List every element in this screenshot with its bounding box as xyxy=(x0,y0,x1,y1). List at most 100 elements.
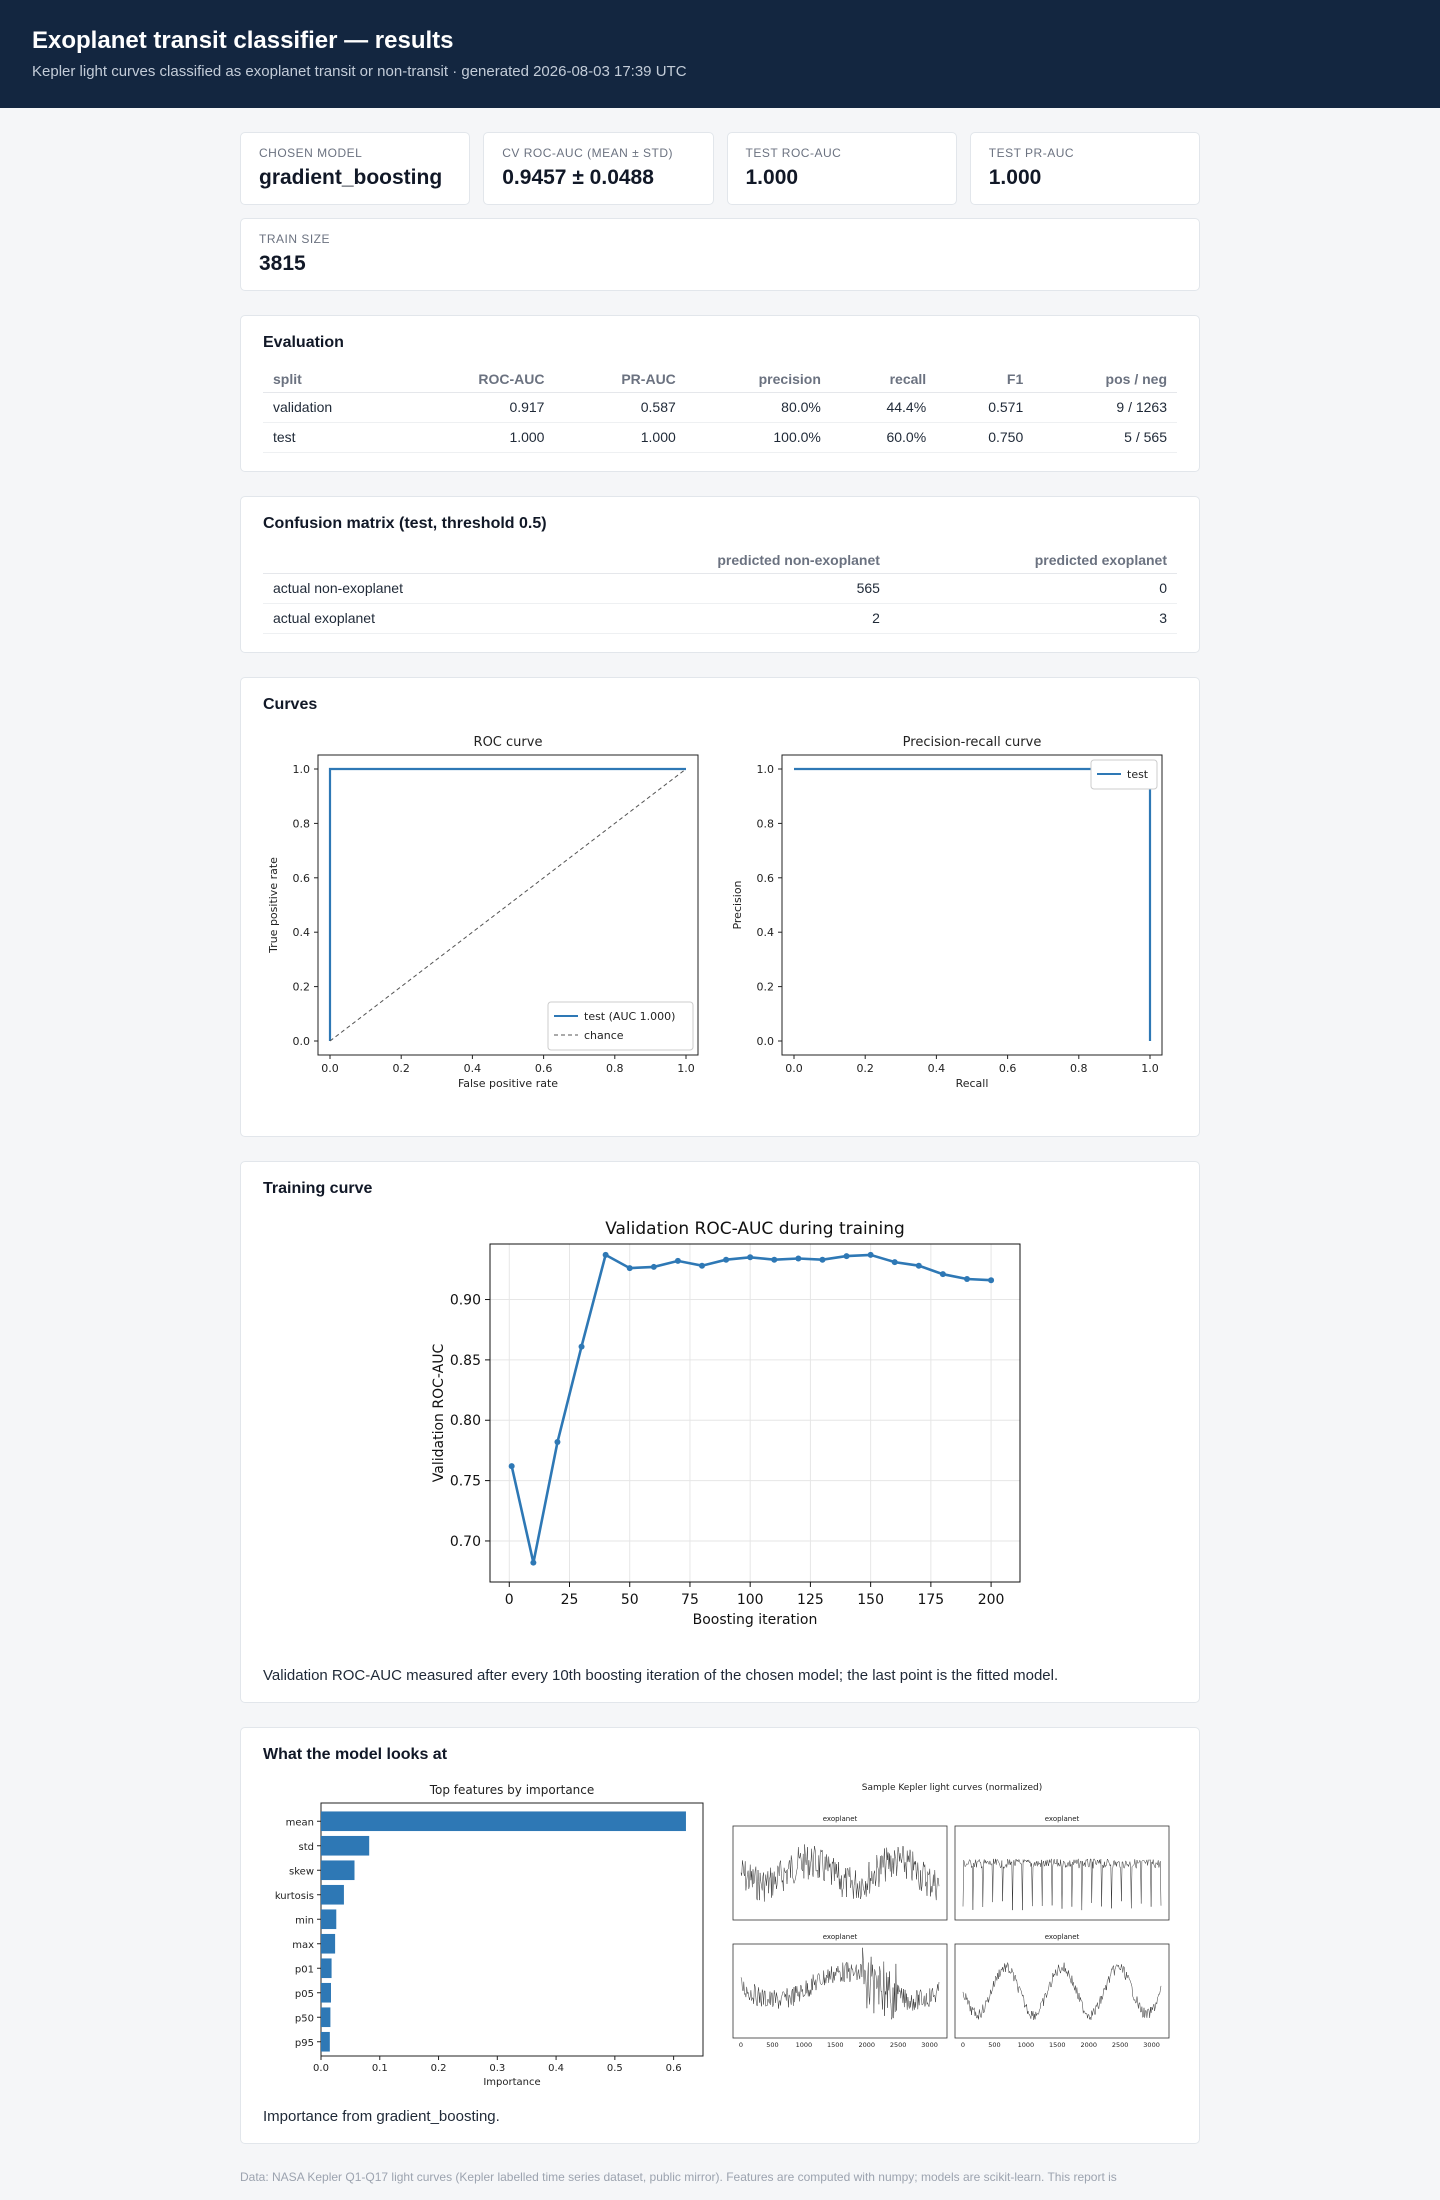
data-point xyxy=(867,1251,874,1258)
table-cell: 0.750 xyxy=(936,422,1034,453)
legend-label: chance xyxy=(584,1029,624,1042)
chart-title: Precision-recall curve xyxy=(903,735,1042,750)
stat-test-pr-auc: TEST PR-AUC 1.000 xyxy=(969,132,1200,205)
legend-box xyxy=(1090,759,1158,790)
x-tick-label: 0.2 xyxy=(431,2063,447,2074)
table-cell: 0.587 xyxy=(554,392,686,423)
x-tick-label: 1.0 xyxy=(1141,1062,1159,1075)
light-curve-trace xyxy=(962,1962,1162,2021)
light-curves-figure: Sample Kepler light curves (normalized) e… xyxy=(732,1783,1170,2049)
data-point xyxy=(626,1265,633,1272)
data-point xyxy=(964,1276,970,1283)
data-point xyxy=(650,1263,657,1270)
y-tick-label: 1.0 xyxy=(757,763,775,776)
panel-frame xyxy=(732,1825,948,1921)
y-tick-label: 0.2 xyxy=(293,981,311,994)
x-tick-label: 0 xyxy=(739,2041,743,2049)
series-line-test xyxy=(328,767,686,1041)
stat-label: CV ROC-AUC (MEAN ± STD) xyxy=(502,146,674,160)
series-line-test xyxy=(794,767,1152,1041)
table-cell: 1.000 xyxy=(402,422,555,453)
x-axis-label: False positive rate xyxy=(458,1077,558,1090)
x-tick-label: 0.0 xyxy=(321,1062,339,1075)
x-tick-label: 1000 xyxy=(1018,2041,1035,2049)
chart-title: Validation ROC-AUC during training xyxy=(605,1219,905,1239)
chart-caption: Importance from gradient_boosting. xyxy=(263,2108,500,2125)
data-point xyxy=(723,1256,730,1263)
stat-value: 1.000 xyxy=(745,166,799,189)
table-cell: 565 xyxy=(545,573,890,604)
x-tick-label: 0.8 xyxy=(1070,1062,1088,1075)
curves-card: Curves ROC curve 0.0 0.0 0.2 0.2 0.4 0.4 0.6 0.6… xyxy=(240,677,1200,1137)
x-tick-label: 75 xyxy=(681,1592,699,1608)
x-tick-label: 0.5 xyxy=(607,2063,623,2074)
panel-frame xyxy=(732,1943,948,2039)
x-tick-label: 1.0 xyxy=(677,1062,695,1075)
y-tick-label: 0.75 xyxy=(450,1474,481,1490)
stat-value: gradient_boosting xyxy=(259,166,443,189)
bar xyxy=(321,1909,337,1930)
y-tick-label: 0.6 xyxy=(293,872,311,885)
figure-title: Sample Kepler light curves (normalized) xyxy=(862,1783,1043,1793)
table-cell: 1.000 xyxy=(554,422,686,453)
plot-frame xyxy=(781,754,1163,1056)
y-tick-label: 0.70 xyxy=(450,1534,481,1550)
x-tick-label: 175 xyxy=(917,1592,944,1608)
y-tick-label: mean xyxy=(286,1817,314,1828)
y-tick-label: 0.0 xyxy=(293,1035,311,1048)
x-tick-label: 0.4 xyxy=(928,1062,946,1075)
data-point xyxy=(915,1262,922,1269)
section-title: Evaluation xyxy=(263,334,344,351)
panel-label: exoplanet xyxy=(823,1815,858,1823)
data-point xyxy=(508,1463,515,1470)
table-cell: test xyxy=(263,422,403,453)
x-tick-label: 2000 xyxy=(1080,2041,1097,2049)
data-point xyxy=(674,1257,681,1264)
data-point xyxy=(891,1259,898,1266)
x-tick-label: 0.3 xyxy=(489,2063,505,2074)
y-tick-label: skew xyxy=(289,1866,314,1877)
column-header: recall xyxy=(830,366,937,393)
y-tick-label: 0.80 xyxy=(450,1413,481,1429)
roc-chart: ROC curve 0.0 0.0 0.2 0.2 0.4 0.4 0.6 0.6 0.8 0.8 1… xyxy=(267,735,699,1090)
evaluation-table: split ROC-AUC PR-AUC precision recall F1… xyxy=(263,366,1177,453)
table-cell: 44.4% xyxy=(830,392,937,423)
pr-chart: Precision-recall curve 0.0 0.0 0.2 0.2 0.4 0.4… xyxy=(731,735,1163,1090)
y-tick-label: 0.90 xyxy=(450,1293,481,1309)
x-tick-label: 2500 xyxy=(1112,2041,1129,2049)
bar xyxy=(321,1835,370,1856)
x-tick-label: 3000 xyxy=(1143,2041,1160,2049)
y-tick-label: 0.8 xyxy=(293,817,311,830)
column-header: predicted non-exoplanet xyxy=(545,547,890,574)
x-tick-label: 0.2 xyxy=(392,1062,410,1075)
x-tick-label: 0 xyxy=(505,1592,514,1608)
data-point xyxy=(530,1559,537,1566)
x-tick-label: 0.4 xyxy=(548,2063,564,2074)
stat-value: 0.9457 ± 0.0488 xyxy=(502,166,654,189)
x-tick-label: 0.6 xyxy=(999,1062,1017,1075)
data-point xyxy=(843,1253,850,1260)
x-tick-label: 0.0 xyxy=(785,1062,803,1075)
stat-label: TEST ROC-AUC xyxy=(745,146,842,160)
chart-caption: Validation ROC-AUC measured after every … xyxy=(263,1667,1059,1684)
data-point xyxy=(699,1262,705,1269)
bar xyxy=(321,1884,344,1905)
training-chart: Validation ROC-AUC during training 0 25 50 7… xyxy=(431,1219,1021,1628)
panel-label: exoplanet xyxy=(823,1933,858,1941)
x-axis-label: Recall xyxy=(956,1077,989,1090)
y-tick-label: 0.8 xyxy=(757,817,775,830)
column-header: F1 xyxy=(936,366,1034,393)
table-cell: 80.0% xyxy=(685,392,831,423)
report-content: CHOSEN MODEL gradient_boosting CV ROC-AU… xyxy=(240,132,1200,2184)
light-curve-trace xyxy=(962,1858,1162,1911)
table-cell: 0.917 xyxy=(402,392,555,423)
data-point xyxy=(747,1254,754,1261)
x-tick-label: 0.6 xyxy=(535,1062,553,1075)
x-tick-label: 0.2 xyxy=(856,1062,874,1075)
table-cell: 5 / 565 xyxy=(1033,422,1177,453)
section-title: Confusion matrix (test, threshold 0.5) xyxy=(263,515,547,532)
stat-value: 3815 xyxy=(259,252,306,275)
data-point xyxy=(819,1256,826,1263)
y-tick-label: max xyxy=(292,1940,314,1951)
y-tick-label: 1.0 xyxy=(293,763,311,776)
